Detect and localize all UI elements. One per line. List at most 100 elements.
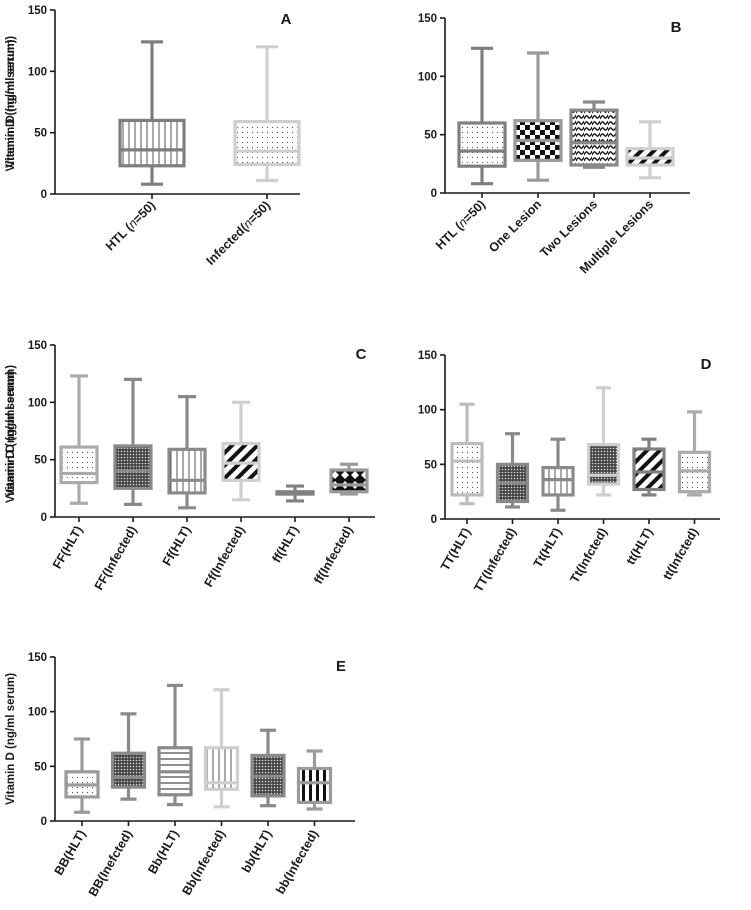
box-pattern [61,447,97,483]
box-plot [113,377,153,506]
x-tick-label: Ff(Infected) [201,524,247,590]
box-iqr [110,751,147,789]
box-pattern [115,445,151,489]
box-plot [275,484,315,503]
box-plot [632,437,666,497]
box-plot [495,432,530,509]
box-plot [167,395,207,510]
box-iqr [59,445,99,485]
y-tick-label: 150 [28,340,47,352]
box-iqr [450,441,484,497]
box-iqr [329,468,369,494]
x-tick-label: Tt(Infcted) [567,526,610,586]
x-tick-label: bb(HLT) [239,828,275,876]
y-axis-title: Vitamin D (ng/ml serum) [5,39,17,171]
panel-b: 0 50 100 150 Vitamin D (ng/ml serum) B HTL (n=… [5,13,690,276]
box-plot [329,462,369,496]
box-pattern [571,110,617,165]
box-plot [250,728,286,808]
y-tick-label: 150 [28,5,47,17]
panel-label: B [671,19,682,36]
box-pattern [235,121,299,165]
box-pattern [459,123,505,167]
y-axis-title: Vitamin D (ng/ml serum) [5,371,17,503]
y-axis-title: Vitamin D (ng/ml serum) [5,36,17,168]
box-pattern [634,449,664,490]
y-tick-label: 100 [28,66,47,78]
box-plot [569,100,619,169]
x-tick-label: Tt(HLT) [531,526,565,571]
box-iqr [296,766,333,805]
y-tick-label: 150 [418,13,437,25]
y-tick-label: 100 [28,707,47,719]
box-iqr [233,120,301,167]
box-pattern [452,443,482,495]
y-tick-label: 50 [424,459,437,471]
box-plot [541,437,575,512]
x-tick-label: Two Lesions [537,197,600,260]
x-tick-label: FF(Infected) [92,524,140,593]
y-tick-label: 0 [41,189,47,201]
box-plot [677,410,712,497]
x-tick-label: tt(Infcted) [660,526,701,583]
box-pattern [588,444,619,485]
box-iqr [586,443,621,486]
y-tick-label: 0 [431,188,437,200]
panel-a: 0 50 100 150 Vitamin D (ng/ml serum) A HTL (n=… [5,5,301,268]
x-tick-label: TT(HLT) [438,526,474,574]
x-tick-label: BB(HLT) [52,828,89,878]
box-plot [450,402,484,506]
x-tick-label: Bb(Infected) [180,828,229,898]
x-tick-label: bb(Infected) [273,828,321,897]
y-axis-title: Vitamin D (ng/ml serum) [5,673,17,805]
x-tick-label: BB(Inefcted) [86,828,135,899]
box-pattern [331,469,367,492]
box-iqr [569,108,619,167]
box-plot [296,749,333,811]
x-tick-label: One Lesion [486,197,544,255]
panel-label: D [701,356,712,373]
box-iqr [541,466,575,497]
y-tick-label: 50 [34,455,47,467]
panel-label: C [356,346,367,363]
y-tick-label: 100 [28,397,47,409]
y-tick-label: 100 [418,405,437,417]
box-plot [59,374,99,505]
box-plot [64,737,100,814]
panel-c: 0 50 100 150 Vitamin D (ng/ml serum) C FF(HLT)… [5,340,375,592]
box-pattern [120,120,184,166]
y-tick-label: 0 [431,514,437,526]
x-tick-label: Infected(n=50) [204,198,274,268]
box-iqr [118,118,186,168]
box-pattern [543,467,573,495]
box-iqr [457,121,507,168]
y-tick-label: 150 [28,652,47,664]
box-iqr [167,447,207,495]
x-tick-label: ff(HLT) [269,524,301,566]
panel-e: 0 50 100 150 Vitamin D (ng/ml serum) E BB(HLT)… [5,652,355,899]
y-tick-label: 0 [41,816,47,828]
box-plot [203,688,240,809]
box-plot [513,51,563,182]
y-tick-label: 100 [418,71,437,83]
panel-label: A [281,11,292,28]
x-tick-label: Ff(HLT) [160,524,194,569]
box-pattern [169,449,205,493]
box-plot [157,683,193,807]
x-tick-label: TT(Infected) [471,526,519,595]
box-plot [233,45,301,183]
box-plot [118,40,186,186]
y-tick-label: 50 [424,130,437,142]
x-tick-label: HTL (n=50) [433,197,488,252]
box-pattern [112,753,145,788]
box-iqr [203,746,240,791]
x-tick-label: ff(Infected) [311,524,355,587]
box-plot [625,120,675,180]
panel-label: E [336,658,346,675]
box-iqr [113,444,153,490]
box-plot [110,712,147,801]
y-tick-label: 50 [34,761,47,773]
x-tick-label: FF(HLT) [50,524,86,572]
y-axis-title: Vitamin D (ng/ml serum) [5,365,17,497]
